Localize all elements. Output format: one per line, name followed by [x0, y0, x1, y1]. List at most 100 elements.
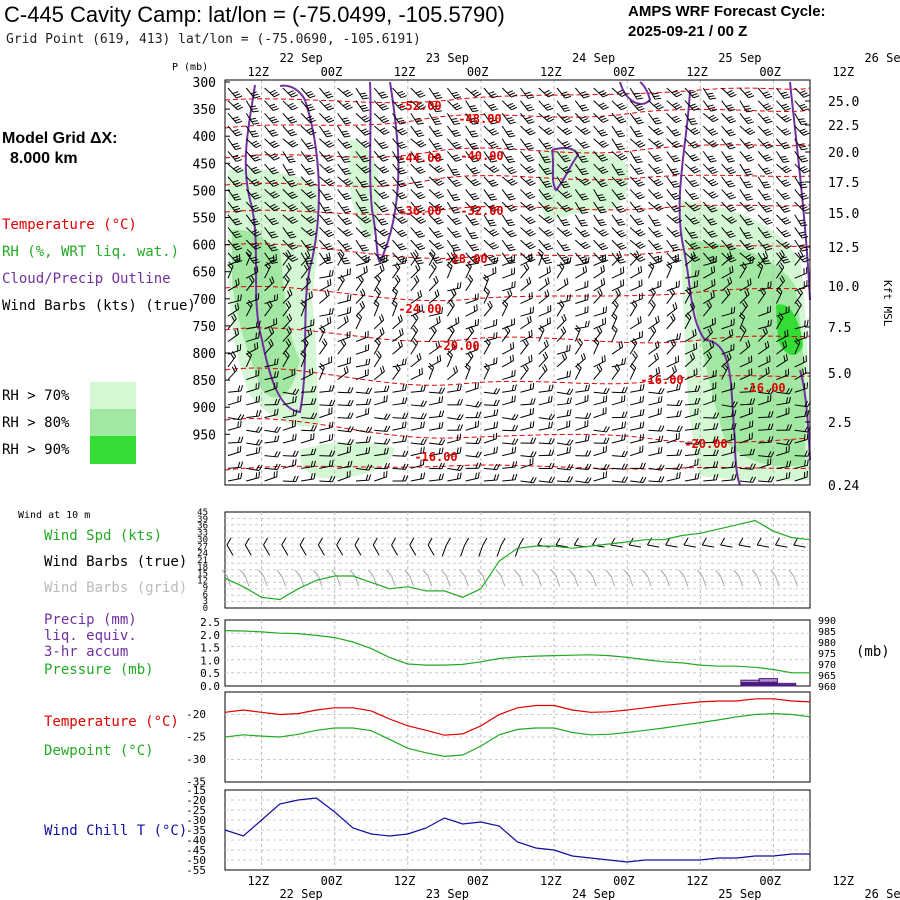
wind-barb: [556, 252, 566, 264]
wind-barb-flag: [508, 160, 516, 163]
wind-barb: [282, 439, 296, 444]
wind-barb-flag: [490, 181, 497, 185]
wind-barb-flag: [560, 219, 568, 222]
wind-barb: [410, 417, 424, 420]
wind-barb: [410, 310, 423, 317]
wind-barb-flag: [368, 387, 373, 394]
wind-barb: [264, 476, 278, 482]
wind-barb: [392, 201, 400, 214]
pressure-tick-label: 850: [193, 374, 216, 389]
wind-barb-flag: [545, 206, 552, 210]
wind-barb: [556, 331, 567, 342]
wind-barb-flag: [788, 424, 792, 431]
wind-barb-flag: [566, 476, 571, 483]
wind-barb-flag: [616, 242, 623, 246]
temperature-contour: [224, 327, 811, 344]
wind-barb: [374, 429, 388, 432]
wind-barb-flag: [706, 302, 711, 309]
wind-barb-flag: [434, 165, 441, 170]
wind-barb-flag: [561, 244, 568, 247]
wind-barb-flag: [523, 340, 528, 347]
wind-barb: [264, 201, 275, 212]
wind-barb-flag: [404, 257, 407, 264]
wind-barb-flag: [367, 255, 370, 263]
wind-barb-flag: [690, 234, 697, 237]
wind-barb-true: [226, 544, 234, 556]
wind-barb-flag: [525, 128, 532, 132]
wind-barb-flag: [414, 155, 421, 159]
wind-barb: [446, 214, 457, 225]
wind-barb: [446, 265, 453, 279]
wind-barb: [337, 138, 347, 149]
wind-barb-flag: [346, 446, 349, 453]
wind-barb-flag: [783, 167, 790, 172]
wind-barb-flag: [658, 476, 662, 482]
wind-barb: [776, 239, 787, 249]
wind-barb-flag: [418, 134, 425, 138]
wind-barb-flag: [383, 396, 385, 403]
wind-barb-flag: [307, 170, 314, 173]
wind-barb-flag: [326, 211, 333, 214]
wind-barb-flag: [564, 231, 571, 235]
wind-barb: [410, 390, 424, 393]
wind-barb-grid-flag: [331, 569, 338, 577]
wind-barb: [593, 239, 603, 251]
wind-barb-flag: [780, 205, 787, 209]
wind-barb: [446, 227, 457, 238]
wind-barb: [392, 267, 401, 279]
wind-barb-flag: [493, 399, 497, 406]
wind-barb-flag: [744, 243, 751, 247]
wind-barb-flag: [359, 206, 366, 209]
wind-barb-flag: [691, 156, 698, 160]
wind-barb-flag: [671, 367, 675, 374]
wind-barb: [446, 151, 457, 162]
wind-barb-flag: [399, 129, 406, 134]
wind-barb-flag: [524, 91, 531, 95]
wind-barb: [392, 189, 402, 200]
wind-barb-flag: [545, 91, 552, 96]
wind-barb: [684, 453, 699, 457]
wind-barb-flag: [331, 476, 336, 482]
wind-barb-flag: [254, 158, 261, 162]
wind-barb-flag: [382, 222, 389, 226]
wind-barb-flag: [432, 118, 439, 121]
wind-barb-grid-flag: [459, 569, 466, 577]
wind-barb-flag: [268, 341, 272, 347]
wind-barb-flag: [562, 166, 568, 170]
temperature-contour-label: -16.00: [414, 450, 457, 464]
wind-barb-flag: [725, 180, 732, 184]
wind-barb-flag: [235, 222, 242, 226]
wind-barb: [337, 252, 345, 265]
wind-barb: [392, 417, 406, 419]
wind-barb-flag: [653, 95, 660, 98]
wind-barb: [574, 367, 582, 380]
wind-barb-flag: [287, 129, 294, 133]
wind-barb: [300, 354, 307, 368]
wind-barb-flag: [721, 365, 727, 371]
wind-barb-flag: [752, 448, 755, 455]
wind-barb-flag: [496, 256, 499, 264]
wind-barb: [483, 239, 494, 250]
wind-barb: [410, 478, 424, 482]
wind-barb: [666, 361, 679, 368]
wind-barb-flag: [343, 119, 350, 123]
wind-barb: [337, 189, 347, 200]
wind-barb-flag: [578, 338, 583, 344]
wind-barb: [392, 138, 402, 149]
wind-barb-flag: [711, 222, 718, 226]
wind-barb-flag: [236, 159, 243, 162]
wind-barb: [794, 438, 808, 444]
wind-barb-flag: [470, 178, 477, 183]
wind-barb: [465, 331, 475, 342]
wind-barb: [246, 415, 260, 419]
wind-barb-flag: [746, 110, 753, 113]
wind-barb-flag: [447, 350, 453, 356]
pressure-tick-label-right: 990: [818, 616, 836, 627]
wind-barb-flag: [420, 422, 423, 429]
wind-barb-flag: [269, 338, 274, 345]
wind-barb: [355, 467, 369, 471]
wind-barb-flag: [544, 351, 549, 358]
wind-barb-flag: [784, 209, 791, 213]
wind-barb: [776, 254, 785, 266]
wind-barb-flag: [405, 412, 409, 419]
